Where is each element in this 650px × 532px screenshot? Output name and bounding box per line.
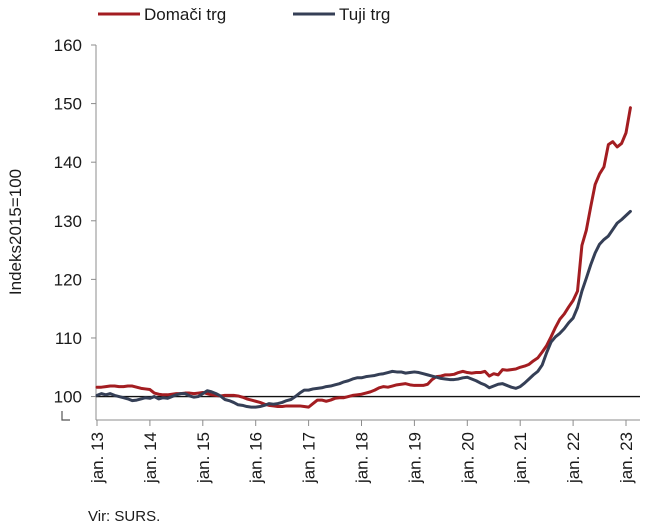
x-tick-label: jan. 20 [458, 432, 477, 484]
x-tick-label: jan. 16 [247, 432, 266, 484]
x-tick-label: jan. 18 [353, 432, 372, 484]
x-tick-label: jan. 22 [564, 432, 583, 484]
y-tick-label: 120 [54, 270, 82, 289]
chart-series [95, 106, 632, 409]
legend-label-1: Tuji trg [339, 5, 390, 24]
x-tick-label: jan. 17 [300, 432, 319, 484]
y-tick-label: 110 [55, 329, 82, 348]
x-tick-label: jan. 14 [141, 432, 160, 484]
x-tick-label: jan. 13 [88, 432, 107, 484]
chart-legend: Domači trg Tuji trg [98, 5, 390, 24]
y-tick-label: 160 [54, 36, 82, 55]
source-note: Vir: SURS. [88, 508, 161, 525]
x-tick-label: jan. 21 [511, 432, 530, 484]
legend-label-0: Domači trg [144, 5, 226, 24]
chart-axes: 100 110 120 130 140 150 160 Indeks2015=100 jan. … [6, 36, 640, 484]
axis-break-mark [61, 411, 70, 421]
x-tick-label: jan. 23 [617, 432, 636, 484]
y-axis-title: Indeks2015=100 [6, 169, 25, 295]
y-tick-label: 150 [54, 95, 82, 114]
x-tick-label: jan. 15 [194, 432, 213, 484]
y-tick-label: 140 [54, 153, 82, 172]
y-tick-label: 130 [54, 212, 82, 231]
series-line-0 [95, 106, 632, 409]
y-tick-label: 100 [54, 388, 82, 407]
series-line-1 [95, 209, 632, 409]
x-tick-label: jan. 19 [405, 432, 424, 484]
